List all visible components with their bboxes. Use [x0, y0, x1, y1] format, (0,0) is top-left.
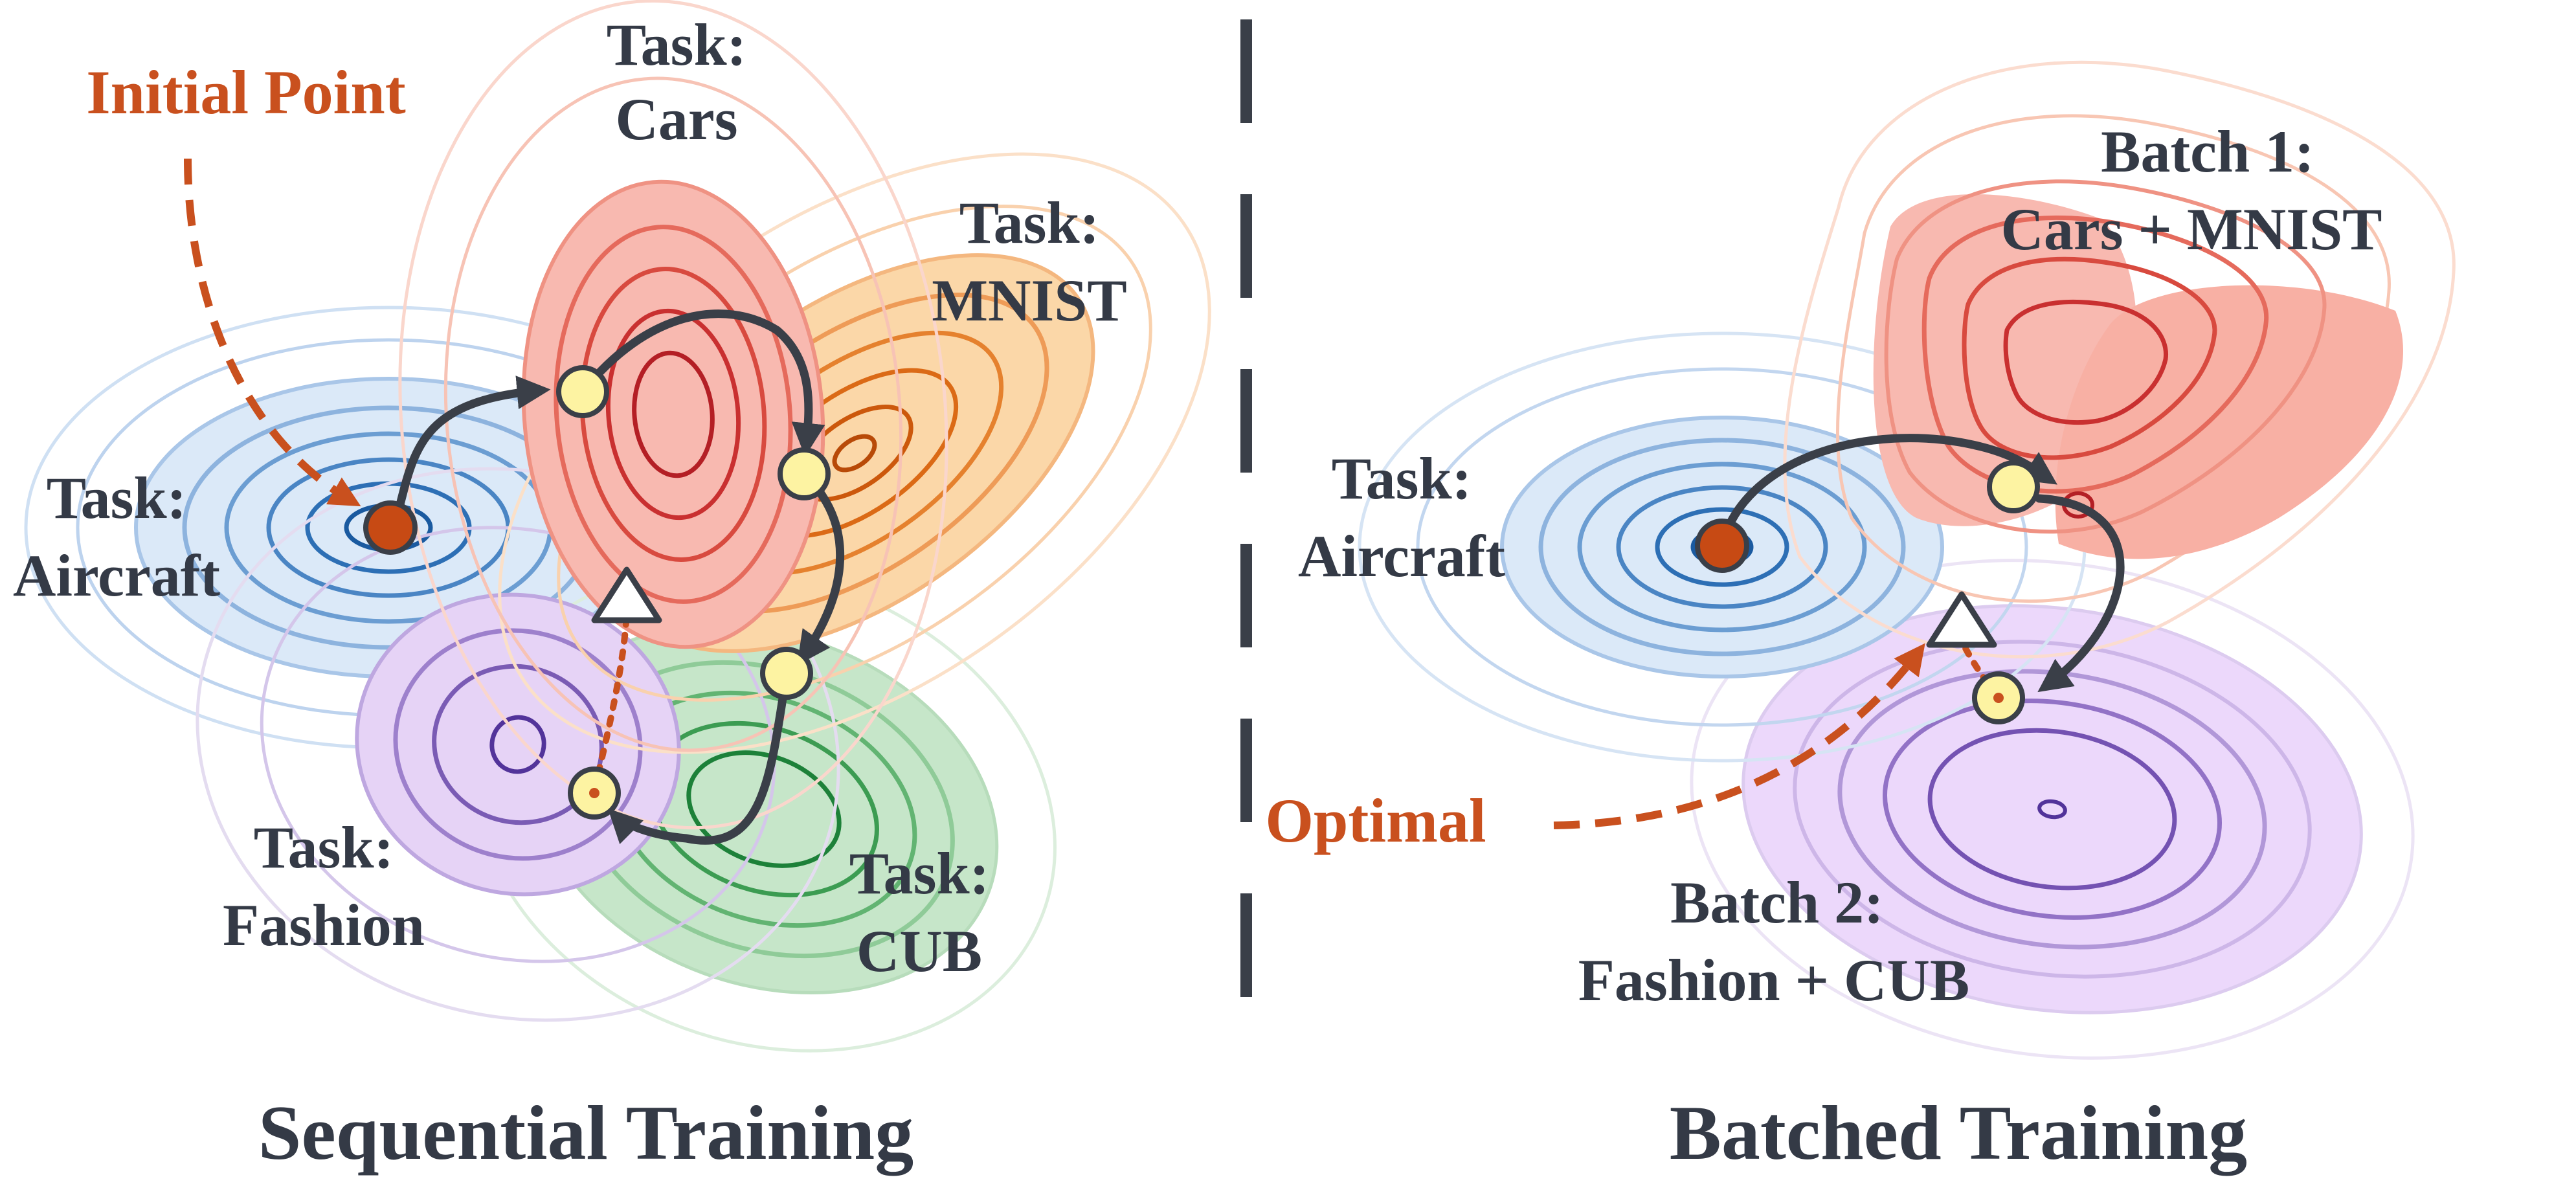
task-label-fashion: Task: Fashion	[223, 814, 425, 958]
task-label-cars: Task: Cars	[607, 12, 747, 152]
waypoint-marker	[568, 766, 621, 820]
task-label-mnist: Task: MNIST	[932, 190, 1127, 333]
task-label-name: MNIST	[932, 267, 1127, 333]
left-panel: Initial Point Task: Cars Task: MNIST	[13, 0, 1211, 1176]
left-optimum-link	[591, 609, 630, 793]
cars-contours	[398, 0, 948, 830]
optimal-arrow	[1553, 643, 1925, 829]
task-label-name: Cars	[615, 86, 737, 152]
initial-point-marker	[363, 500, 418, 555]
task-label-cub: Task: CUB	[849, 840, 990, 984]
batch-label-prefix: Batch 2:	[1670, 869, 1884, 935]
right-panel: Optimal Task: Aircraft Batch 1: Cars + M…	[1265, 60, 2456, 1176]
batch2-label: Batch 2: Fashion + CUB	[1578, 869, 1970, 1013]
task-label-prefix: Task:	[607, 12, 747, 78]
waypoint-marker	[1972, 671, 2025, 724]
batch-label-name: Fashion + CUB	[1578, 947, 1970, 1013]
initial-point-label: Initial Point	[86, 58, 405, 127]
optimum-triangle-icon	[1926, 591, 1997, 648]
task-label-name: CUB	[857, 918, 982, 984]
batch1-label: Batch 1: Cars + MNIST	[2000, 118, 2382, 262]
batch-label-name: Cars + MNIST	[2000, 196, 2382, 262]
task-label-name: Aircraft	[13, 543, 220, 609]
task-label-name: Aircraft	[1298, 523, 1505, 589]
task-label-prefix: Task:	[959, 190, 1100, 256]
initial-point-arrow	[184, 158, 361, 507]
waypoint-marker	[778, 447, 831, 500]
task-label-prefix: Task:	[849, 840, 990, 906]
task-label-prefix: Task:	[1332, 445, 1472, 511]
waypoint-marker	[1987, 460, 2040, 513]
optimal-label: Optimal	[1265, 786, 1486, 855]
right-caption: Batched Training	[1670, 1090, 2247, 1176]
left-caption: Sequential Training	[258, 1090, 914, 1176]
task-label-aircraft: Task: Aircraft	[13, 465, 220, 609]
sequential-path	[390, 309, 845, 845]
initial-point-marker	[1695, 519, 1749, 573]
waypoint-marker	[760, 647, 813, 700]
optimum-triangle-icon	[591, 566, 662, 623]
task-label-name: Fashion	[223, 892, 425, 958]
task-label-prefix: Task:	[254, 814, 394, 880]
task-label-prefix: Task:	[47, 465, 187, 531]
batch-label-prefix: Batch 1:	[2101, 118, 2314, 185]
task-label-aircraft-right: Task: Aircraft	[1298, 445, 1505, 589]
waypoint-marker	[556, 365, 609, 418]
